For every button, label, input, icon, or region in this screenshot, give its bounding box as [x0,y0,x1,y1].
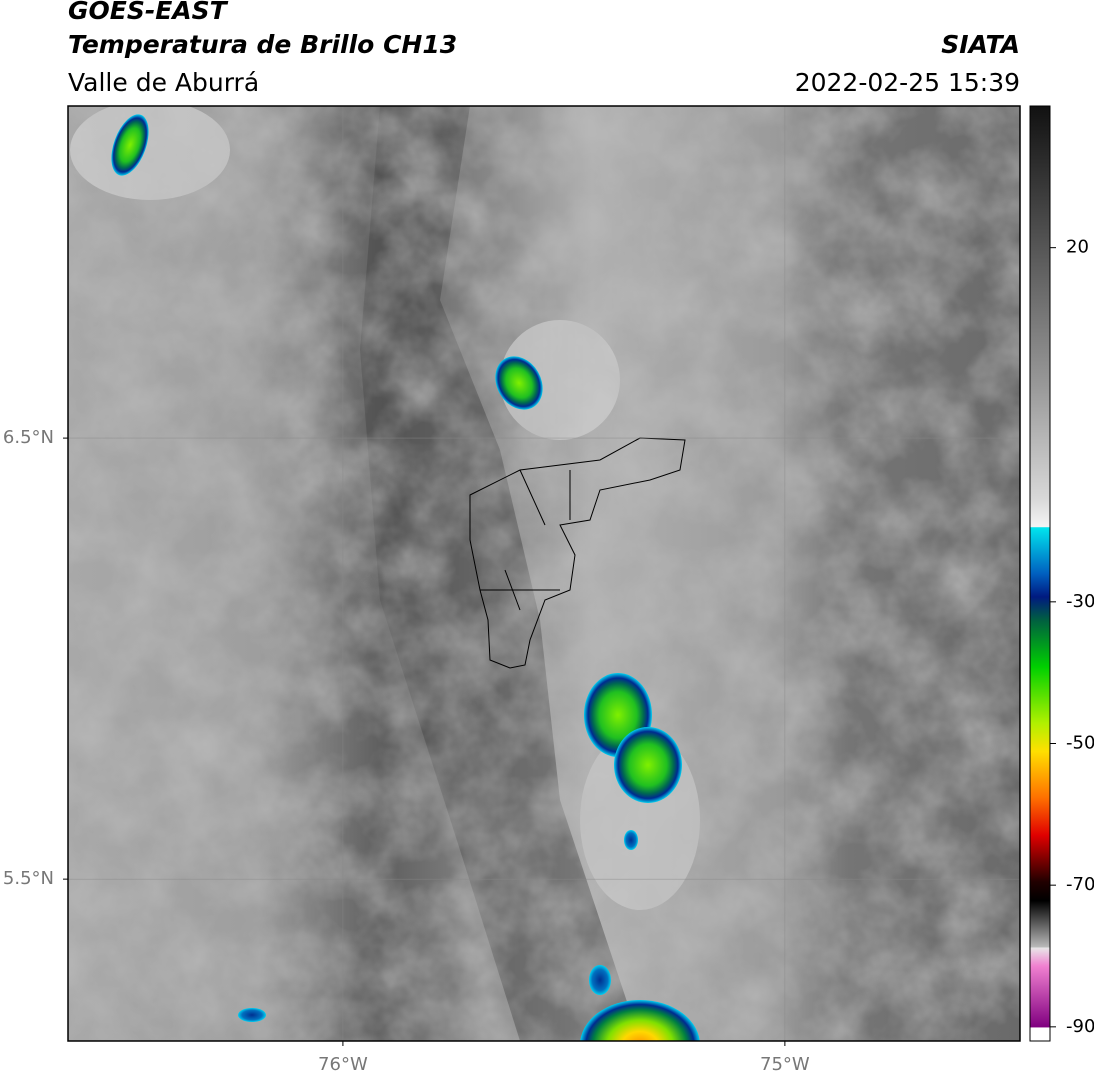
map-frame [67,105,1021,1042]
x-tick-label: 76°W [318,1054,368,1075]
colorbar-tick-label: -90 [1066,1016,1094,1037]
colorbar-tick-label: -50 [1066,733,1094,754]
colorbar [1029,105,1051,1042]
colorbar-tick-label: -30 [1066,591,1094,612]
colorbar-tick-label: -70 [1066,874,1094,895]
x-tick-label: 75°W [760,1054,810,1075]
satellite-image [68,106,1020,1041]
y-tick-label: 5.5°N [3,868,54,889]
subtitle: Temperatura de Brillo CH13 [68,30,457,59]
title: GOES-EAST [68,0,229,25]
source: SIATA [941,30,1020,59]
region: Valle de Aburrá [68,68,259,97]
colorbar-tick-label: 20 [1066,237,1089,258]
basin-outline [469,437,686,669]
datetime: 2022-02-25 15:39 [795,68,1020,97]
y-tick-label: 6.5°N [3,427,54,448]
